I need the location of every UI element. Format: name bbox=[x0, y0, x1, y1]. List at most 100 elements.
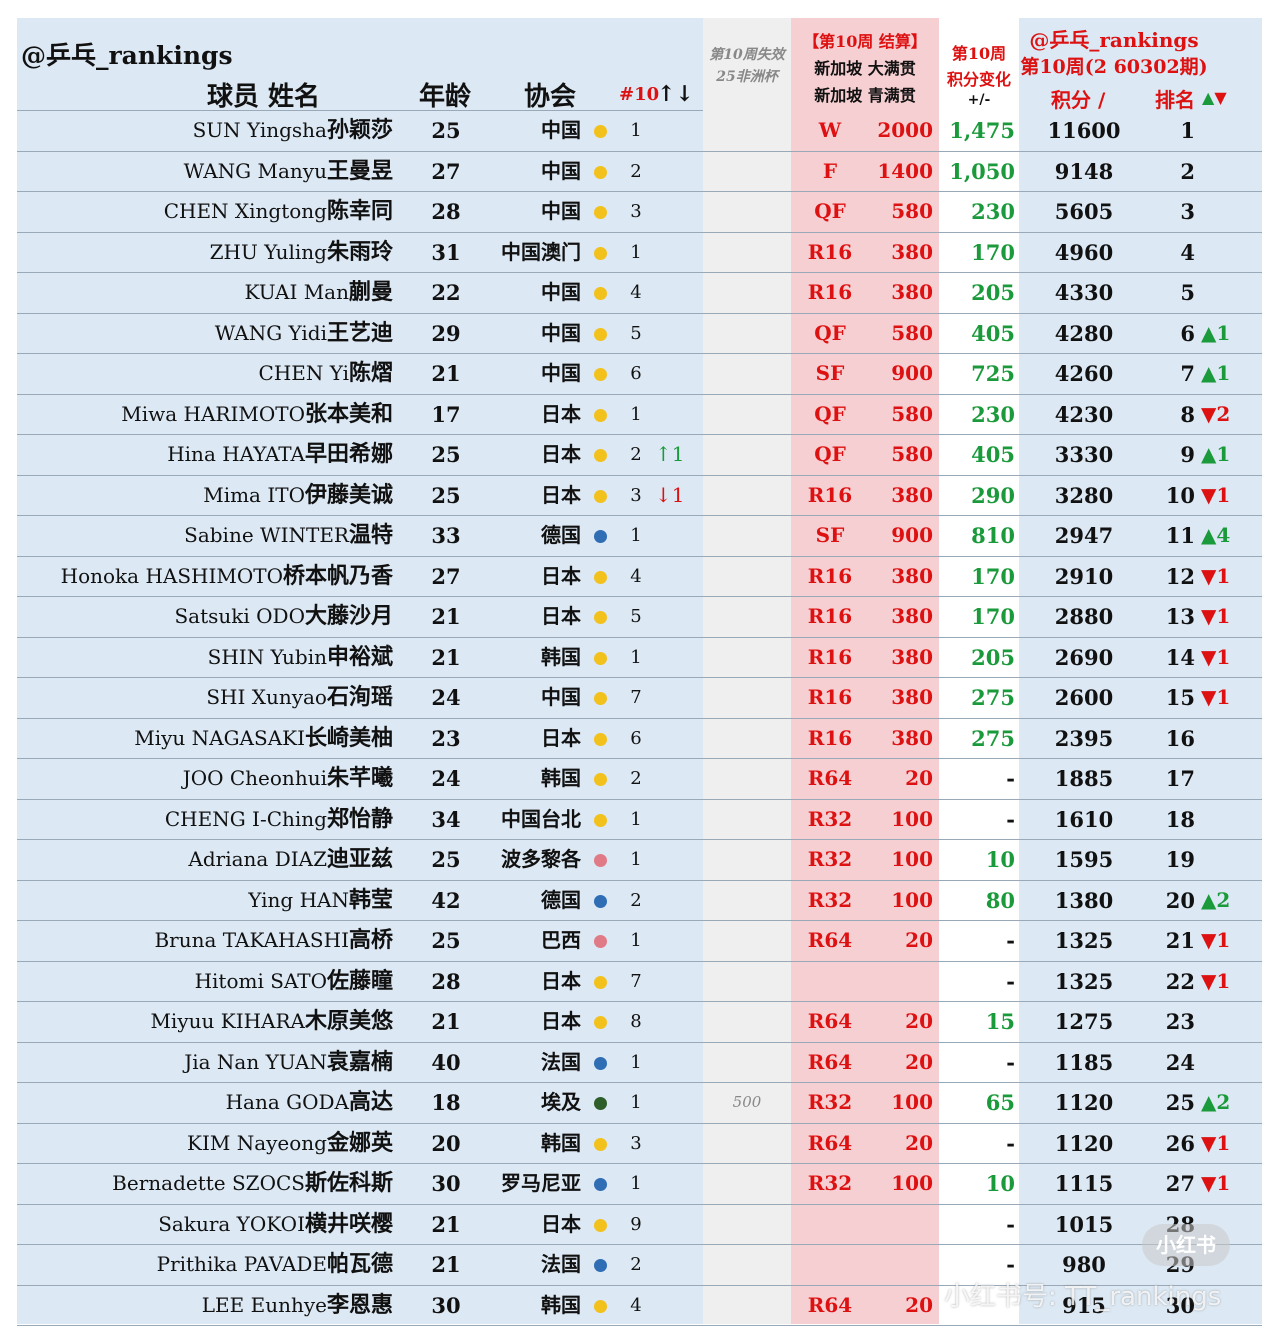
lost-points bbox=[703, 1124, 791, 1163]
singapore-points: 100 bbox=[891, 1090, 933, 1114]
player-name: Sakura YOKOI横井咲樱 bbox=[17, 1205, 393, 1244]
player-name-zh: 陈幸同 bbox=[326, 198, 393, 224]
points-change: 230 bbox=[971, 401, 1015, 427]
world-rank: 7 bbox=[1180, 361, 1195, 386]
lost-points bbox=[703, 719, 791, 758]
continent-dot-icon bbox=[594, 125, 607, 138]
player-association: 日本 bbox=[541, 968, 581, 993]
points-change: 405 bbox=[971, 442, 1015, 467]
singapore-points: 380 bbox=[891, 644, 933, 669]
continent-dot-icon bbox=[594, 651, 607, 665]
player-association: 日本 bbox=[541, 1009, 581, 1033]
world-rank: 24 bbox=[1165, 1049, 1195, 1075]
singapore-column-band bbox=[791, 18, 939, 1324]
player-name-zh: 帕瓦德 bbox=[326, 1251, 393, 1277]
singapore-round: R16 bbox=[807, 725, 853, 750]
association-rank: 3 bbox=[630, 1132, 642, 1154]
world-rank: 13 bbox=[1165, 604, 1195, 629]
table-row: Jia Nan YUAN袁嘉楠 40 法国 1 R64 20 - 1185 24 bbox=[17, 1043, 1262, 1083]
player-age: 25 bbox=[431, 482, 461, 508]
singapore-round: R32 bbox=[807, 887, 853, 912]
continent-dot-icon bbox=[594, 1259, 607, 1272]
rank-change bbox=[1201, 759, 1251, 798]
rank-change bbox=[1201, 111, 1251, 150]
player-age: 34 bbox=[431, 806, 461, 832]
table-row: Honoka HASHIMOTO桥本帆乃香 27 日本 4 R16 380 170 2910 1… bbox=[17, 557, 1262, 597]
singapore-round: QF bbox=[814, 199, 846, 223]
row-divider bbox=[17, 353, 1262, 354]
association-rank: 1 bbox=[630, 1092, 642, 1113]
age-column-header: 年龄 bbox=[419, 82, 472, 112]
table-row: SHI Xunyao石洵瑶 24 中国 7 R16 380 275 2600 15 ▼1 bbox=[17, 678, 1262, 719]
singapore-round: R64 bbox=[807, 928, 853, 952]
player-association: 中国 bbox=[541, 199, 581, 223]
lost-points bbox=[703, 1205, 791, 1244]
continent-dot-icon bbox=[594, 327, 607, 341]
lost-points bbox=[703, 314, 791, 353]
player-association: 德国 bbox=[541, 887, 581, 912]
singapore-round: R16 bbox=[807, 604, 853, 628]
association-rank: 1 bbox=[630, 1173, 642, 1194]
player-name-zh: 朱芊曦 bbox=[326, 765, 393, 791]
continent-dot-icon bbox=[594, 935, 607, 948]
lost-points bbox=[703, 759, 791, 798]
world-rank: 19 bbox=[1165, 847, 1195, 872]
player-name: CHENG I-Ching郑怡静 bbox=[17, 800, 393, 839]
player-age: 24 bbox=[431, 766, 461, 791]
player-age: 30 bbox=[431, 1171, 461, 1196]
table-row: Ying HAN韩莹 42 德国 2 R32 100 80 1380 20 ▲2 bbox=[17, 881, 1262, 921]
row-divider bbox=[17, 717, 1262, 719]
player-association: 韩国 bbox=[541, 644, 581, 669]
singapore-points: 20 bbox=[905, 1009, 933, 1033]
world-rank: 26 bbox=[1165, 1130, 1195, 1156]
singapore-round bbox=[797, 962, 863, 1001]
player-name: SHIN Yubin申裕斌 bbox=[17, 638, 393, 677]
row-divider bbox=[17, 191, 1262, 192]
table-row: WANG Manyu王曼昱 27 中国 2 F 1400 1,050 9148 2 bbox=[17, 152, 1262, 192]
association-rank: 2 bbox=[630, 160, 642, 182]
singapore-points: 580 bbox=[891, 401, 933, 426]
table-row: WANG Yidi王艺迪 29 中国 5 QF 580 405 4280 6 ▲1 bbox=[17, 314, 1262, 354]
association-rank-change bbox=[655, 1245, 695, 1284]
player-age: 21 bbox=[431, 1009, 461, 1034]
singapore-round: F bbox=[822, 158, 838, 183]
association-rank-change bbox=[655, 1164, 695, 1203]
singapore-points: 380 bbox=[891, 563, 933, 588]
lost-points bbox=[703, 881, 791, 920]
singapore-round: QF bbox=[814, 442, 846, 466]
singapore-points: 380 bbox=[891, 482, 933, 507]
player-association: 韩国 bbox=[541, 766, 581, 790]
singapore-round: R64 bbox=[807, 1009, 853, 1033]
player-association: 韩国 bbox=[541, 1292, 581, 1317]
player-name-en: WANG Yidi bbox=[214, 320, 327, 345]
points-change-header-line2: 积分变化 bbox=[946, 70, 1011, 89]
points-change: 80 bbox=[985, 887, 1015, 913]
singapore-points: 380 bbox=[891, 604, 933, 628]
singapore-points: 1400 bbox=[877, 158, 933, 183]
world-rank: 2 bbox=[1180, 158, 1195, 184]
table-row: SHIN Yubin申裕斌 21 韩国 1 R16 380 205 2690 14 ▼1 bbox=[17, 638, 1262, 678]
lost-points bbox=[703, 678, 791, 717]
points-change: 205 bbox=[971, 280, 1015, 305]
table-row: LEE Eunhye李恩惠 30 韩国 4 R64 20 915 30 bbox=[17, 1286, 1262, 1326]
points-change: 725 bbox=[971, 361, 1015, 386]
player-association: 罗马尼亚 bbox=[501, 1171, 581, 1195]
row-divider bbox=[17, 798, 1262, 800]
player-name-en: LEE Eunhye bbox=[201, 1292, 327, 1317]
association-rank: 1 bbox=[630, 241, 642, 263]
rank-change: ▼1 bbox=[1201, 685, 1231, 709]
player-association: 日本 bbox=[541, 604, 581, 628]
singapore-round: R64 bbox=[807, 1292, 853, 1317]
player-name-zh: 桥本帆乃香 bbox=[282, 562, 393, 589]
row-divider bbox=[17, 1001, 1262, 1002]
total-points: 1885 bbox=[1054, 766, 1114, 791]
rank-change: ▼1 bbox=[1201, 644, 1231, 669]
player-name-zh: 高桥 bbox=[348, 927, 393, 953]
ranking-header-account: @乒乓_rankings bbox=[1029, 28, 1199, 52]
player-name: Jia Nan YUAN袁嘉楠 bbox=[17, 1043, 393, 1082]
association-rank-change bbox=[655, 638, 695, 677]
player-name-zh: 横井咲樱 bbox=[304, 1210, 393, 1237]
player-name-en: ZHU Yuling bbox=[209, 239, 327, 264]
rank-change: ▼1 bbox=[1201, 968, 1231, 993]
total-points: 1325 bbox=[1054, 928, 1114, 953]
